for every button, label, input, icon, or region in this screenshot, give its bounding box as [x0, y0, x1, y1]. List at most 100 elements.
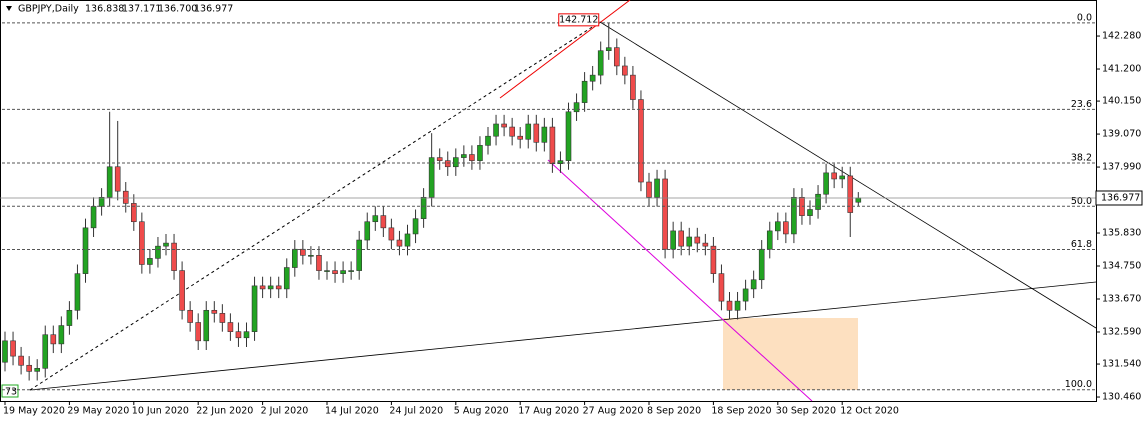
candle-body: [654, 178, 660, 198]
fib-label: 61.8: [1071, 239, 1092, 250]
zone-rectangle: [723, 318, 858, 390]
low-label-box: [1, 384, 19, 398]
candle-body: [82, 227, 89, 274]
candle-body: [807, 209, 813, 216]
x-tick-label: 17 Aug 2020: [518, 406, 579, 417]
x-tick-label: 29 May 2020: [67, 406, 129, 417]
x-tick-label: 27 Aug 2020: [583, 406, 644, 417]
current-price-box: [1095, 190, 1143, 206]
candle-body: [267, 285, 274, 290]
ohlc-close: 136.977: [194, 4, 233, 15]
candle-body: [74, 273, 81, 311]
candle-body: [18, 355, 24, 366]
candle-body: [702, 242, 709, 247]
candle-body: [662, 178, 668, 250]
candles: [2, 22, 862, 381]
candle-body: [718, 273, 725, 302]
candle-body: [171, 242, 177, 271]
candle-body: [791, 196, 797, 235]
candle-body: [122, 190, 129, 204]
candle-body: [509, 126, 515, 137]
candle-body: [316, 255, 322, 271]
fib-label: 38.2: [1071, 152, 1092, 163]
candle-body: [646, 181, 652, 198]
candle-body: [847, 175, 854, 213]
candle-body: [541, 126, 548, 143]
candle-body: [243, 331, 250, 339]
peak-label-box: [558, 13, 600, 27]
y-tick-label: 142.280: [1102, 31, 1141, 42]
candle-body: [525, 123, 532, 140]
candle-body: [622, 65, 628, 76]
candle-body: [469, 154, 475, 161]
candle-body: [533, 123, 540, 143]
x-tick-label: 18 Sep 2020: [711, 406, 771, 417]
candle-body: [388, 227, 395, 241]
candle-body: [26, 364, 32, 372]
candle-body: [726, 300, 733, 311]
candle-body: [114, 166, 121, 192]
low-label: 73: [5, 387, 17, 398]
y-tick-label: 137.990: [1102, 162, 1141, 173]
candle-body: [839, 175, 846, 180]
x-tick-label: 30 Sep 2020: [776, 406, 836, 417]
candle-body: [219, 313, 226, 323]
fib-label: 23.6: [1071, 99, 1092, 110]
x-tick-label: 2 Jul 2020: [261, 406, 309, 417]
candle-body: [630, 74, 636, 100]
ohlc-low: 136.700: [158, 4, 197, 15]
candle-body: [477, 145, 483, 161]
candle-body: [90, 206, 97, 229]
y-tick-label: 133.670: [1102, 293, 1141, 304]
candle-body: [147, 258, 153, 265]
candle-body: [332, 270, 338, 274]
candle-body: [291, 248, 298, 268]
candle-body: [549, 126, 556, 164]
candle-body: [493, 123, 499, 137]
candle-body: [275, 285, 282, 290]
candle-body: [340, 270, 346, 274]
trend-line: [499, 0, 631, 99]
candle-body: [686, 236, 693, 247]
candle-body: [412, 218, 419, 235]
candle-body: [372, 215, 379, 223]
candle-body: [324, 270, 330, 272]
candle-body: [444, 160, 451, 168]
candle-body: [597, 50, 604, 76]
candle-body: [163, 242, 169, 247]
candle-body: [589, 74, 596, 82]
x-tick-label: 12 Oct 2020: [840, 406, 899, 417]
candle-body: [300, 248, 306, 256]
y-tick-label: 131.540: [1102, 359, 1141, 370]
trend-line: [547, 159, 813, 402]
candle-body: [670, 230, 676, 250]
x-tick-label: 8 Sep 2020: [647, 406, 701, 417]
candle-body: [283, 267, 290, 290]
candle-body: [308, 255, 314, 257]
ohlc-high: 137.171: [122, 4, 161, 15]
x-tick-label: 19 May 2020: [3, 406, 65, 417]
y-tick-label: 135.830: [1102, 228, 1141, 239]
x-tick-label: 22 Jun 2020: [196, 406, 253, 417]
candle-body: [855, 197, 862, 203]
candle-body: [815, 193, 821, 210]
candle-body: [179, 270, 185, 311]
candle-body: [605, 47, 612, 51]
candle-body: [58, 325, 65, 345]
candle-body: [750, 279, 757, 290]
trend-line: [599, 21, 1097, 329]
candle-body: [501, 123, 507, 128]
candle-body: [396, 239, 403, 247]
candle-body: [823, 172, 829, 195]
candle-body: [235, 331, 242, 339]
candle-body: [694, 236, 701, 244]
candle-body: [34, 368, 41, 372]
x-tick-label: 14 Jul 2020: [325, 406, 379, 417]
candle-body: [404, 233, 411, 247]
x-tick-label: 10 Jun 2020: [132, 406, 189, 417]
candle-body: [259, 285, 266, 290]
fib-label: 0.0: [1077, 12, 1092, 23]
candle-body: [139, 221, 145, 265]
chart-title: GBPJPY,Daily: [18, 4, 79, 15]
candle-body: [452, 157, 459, 168]
